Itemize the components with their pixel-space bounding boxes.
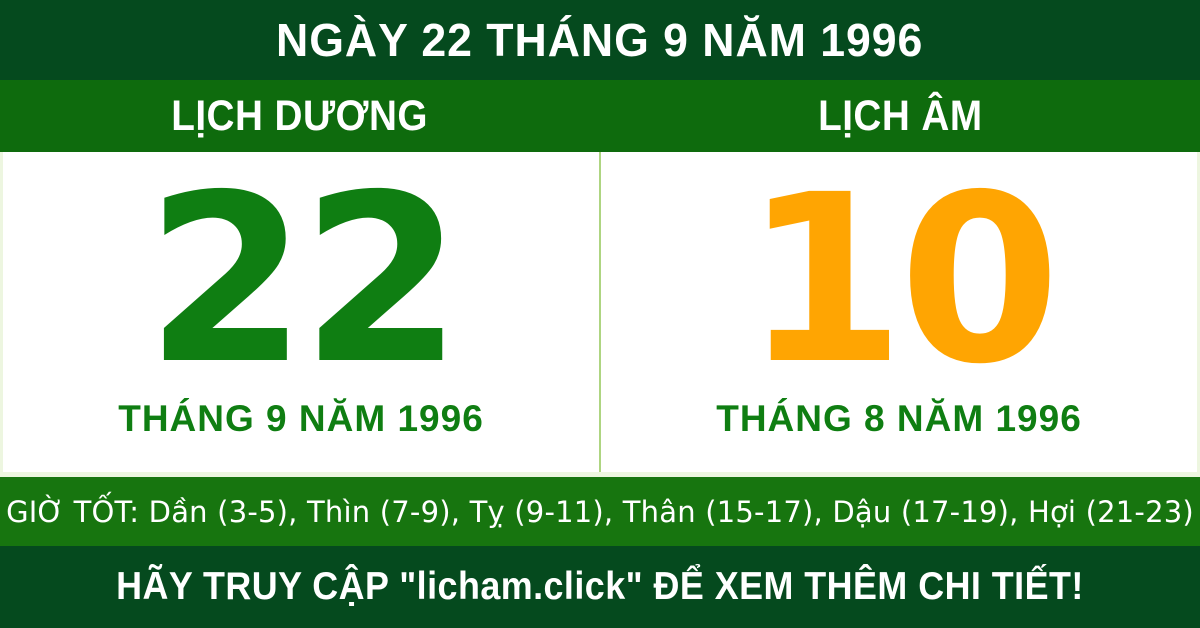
good-hours-row: GIỜ TỐT: Dần (3-5), Thìn (7-9), Tỵ (9-11…: [0, 477, 1200, 546]
solar-month-label: THÁNG 9 NĂM 1996: [118, 398, 484, 439]
calendar-headers: LỊCH DƯƠNG LỊCH ÂM: [0, 80, 1200, 152]
solar-header-label: LỊCH DƯƠNG: [171, 91, 429, 140]
calendar-panels: 22 THÁNG 9 NĂM 1996 10 THÁNG 8 NĂM 1996: [0, 152, 1200, 477]
lunar-header-cell: LỊCH ÂM: [600, 80, 1200, 152]
solar-header-cell: LỊCH DƯƠNG: [0, 80, 600, 152]
lunar-day-number: 10: [743, 145, 1061, 415]
date-banner: NGÀY 22 THÁNG 9 NĂM 1996: [0, 0, 1200, 80]
date-banner-title: NGÀY 22 THÁNG 9 NĂM 1996: [276, 14, 924, 66]
good-hours-text: GIỜ TỐT: Dần (3-5), Thìn (7-9), Tỵ (9-11…: [6, 494, 1194, 529]
solar-panel: 22 THÁNG 9 NĂM 1996: [3, 152, 599, 472]
footer-cta-text: HÃY TRUY CẬP "licham.click" ĐỂ XEM THÊM …: [116, 565, 1084, 608]
lunar-month-label: THÁNG 8 NĂM 1996: [716, 398, 1082, 439]
footer-cta-banner: HÃY TRUY CẬP "licham.click" ĐỂ XEM THÊM …: [0, 546, 1200, 628]
lunar-header-label: LỊCH ÂM: [817, 91, 983, 140]
solar-day-number: 22: [145, 145, 463, 415]
lunar-panel: 10 THÁNG 8 NĂM 1996: [599, 152, 1197, 472]
